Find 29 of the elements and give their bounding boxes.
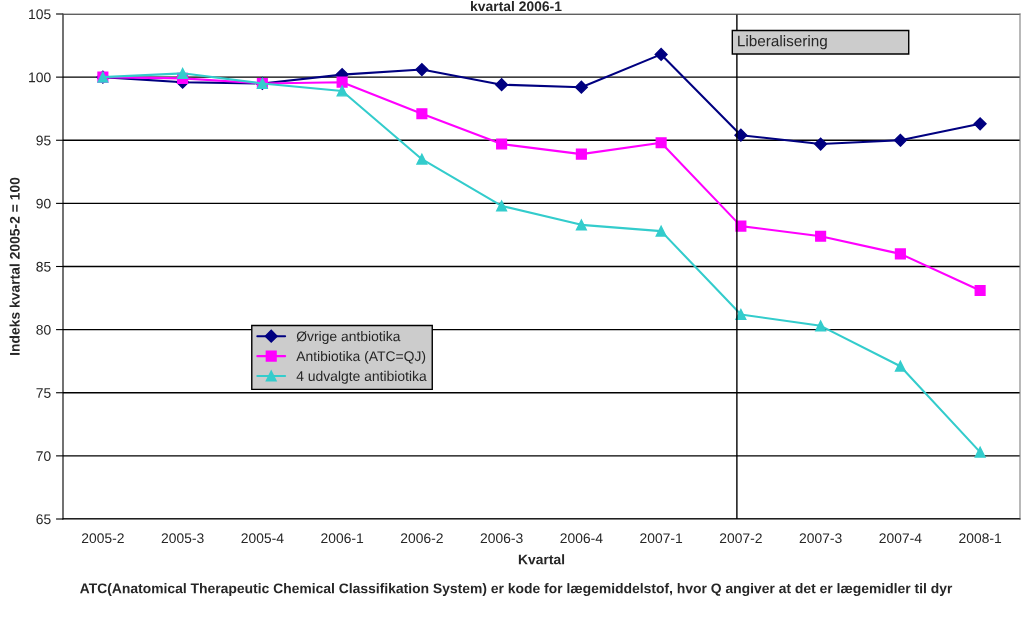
y-axis-title: Indeks kvartal 2005-2 = 100 [9, 177, 20, 355]
chart-title: kvartal 2006-1 [471, 1, 562, 12]
ref-line-label: Liberalisering [738, 35, 827, 50]
x-tick-label: 2007-4 [879, 533, 922, 544]
legend-label: Antibiotika (ATC=QJ) [296, 350, 426, 364]
y-tick-label: 70 [36, 451, 51, 462]
y-tick-label: 75 [36, 388, 51, 398]
x-tick-label: 2007-3 [799, 533, 842, 544]
x-tick-label: 2008-1 [959, 533, 1002, 544]
x-axis-title: Kvartal [518, 554, 565, 565]
x-tick-label: 2005-3 [161, 533, 204, 544]
y-tick-label: 65 [36, 514, 51, 525]
y-tick-label: 90 [36, 198, 51, 209]
x-tick-label: 2005-2 [81, 533, 124, 544]
y-tick-label: 95 [36, 135, 51, 146]
x-tick-label: 2006-1 [321, 533, 364, 544]
y-tick-label: 105 [29, 9, 51, 20]
x-tick-label: 2007-1 [640, 533, 683, 544]
x-tick-label: 2006-3 [480, 533, 523, 544]
y-tick-label: 85 [36, 261, 51, 272]
x-tick-label: 2006-2 [400, 533, 443, 544]
text: ATC(Anatomical Therapeutic Chemical Classifikation System) er kode for lægemiddelstof, hvor Q angiver at det er lægemidler til dyr [80, 583, 953, 597]
x-tick-label: 2006-4 [560, 533, 603, 544]
x-tick-label: 2007-2 [719, 533, 762, 544]
legend-label: 4 udvalgte antibiotika [296, 370, 427, 384]
legend-label: Øvrige antbiotika [296, 331, 401, 344]
y-tick-label: 100 [29, 72, 51, 83]
x-tick-label: 2005-4 [241, 533, 284, 544]
y-tick-label: 80 [36, 324, 51, 335]
